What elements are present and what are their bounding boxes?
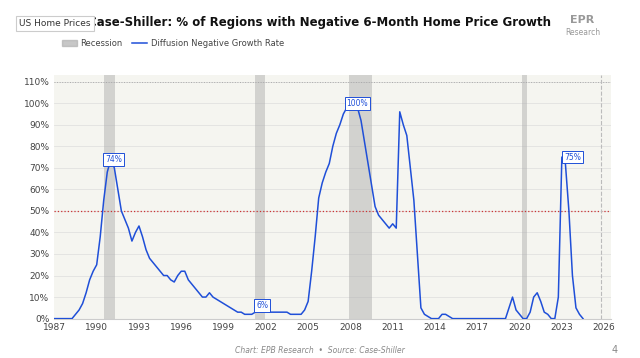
Text: 74%: 74% [105, 155, 122, 164]
Text: 6%: 6% [256, 301, 268, 310]
Bar [104, 75, 115, 319]
Text: Case-Shiller: % of Regions with Negative 6-Month Home Price Growth: Case-Shiller: % of Regions with Negative… [88, 16, 552, 29]
Legend: Recession, Diffusion Negative Growth Rate: Recession, Diffusion Negative Growth Rat… [59, 35, 287, 51]
Bar [255, 75, 265, 319]
Text: 75%: 75% [564, 153, 581, 161]
Bar [349, 75, 372, 319]
Text: 100%: 100% [347, 99, 368, 108]
Text: EPR: EPR [570, 15, 595, 25]
Text: Research: Research [565, 28, 600, 38]
Text: 4: 4 [611, 345, 618, 355]
Text: US Home Prices: US Home Prices [19, 19, 91, 28]
Bar [522, 75, 527, 319]
Text: Chart: EPB Research  •  Source: Case-Shiller: Chart: EPB Research • Source: Case-Shill… [235, 345, 405, 355]
